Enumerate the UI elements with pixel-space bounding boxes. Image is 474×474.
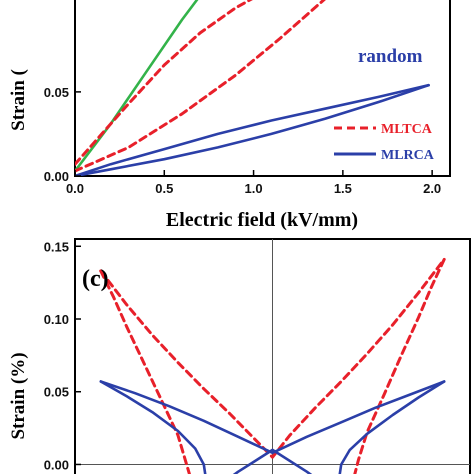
lower-y-axis-label: Strain (%)	[8, 352, 29, 439]
lower-series-layer	[75, 239, 470, 474]
lower-chart-panel: 0.00 0.05 0.10 0.15 (c) Strain (%)	[8, 238, 471, 474]
reference-upper-series-line-0	[75, 0, 199, 173]
mlrca-lower-series-line-4	[99, 380, 207, 474]
lower-y-tick-label: 0.15	[44, 239, 69, 254]
mltca-upper-series-line-2	[75, 0, 326, 173]
lower-y-ticks: 0.00 0.05 0.10 0.15	[44, 239, 81, 472]
lower-y-tick-label: 0.05	[44, 385, 69, 400]
upper-x-tick-label: 0.5	[155, 181, 173, 196]
upper-plot-frame	[74, 0, 451, 177]
upper-annotation-random: random	[358, 46, 423, 67]
upper-x-tick-label: 0.0	[66, 181, 84, 196]
lower-y-tick-label: 0.00	[44, 457, 69, 472]
mlrca-lower-series-line-3	[99, 380, 446, 455]
upper-x-axis-label: Electric field (kV/mm)	[166, 209, 358, 231]
upper-y-tick-label: 0.00	[44, 169, 69, 184]
mlrca-lower-series-line-5	[338, 380, 446, 474]
legend-label-mltca: MLTCA	[381, 122, 433, 137]
mltca-lower-series-line-0	[99, 257, 446, 459]
mlrca-lower-series-line-6	[232, 448, 313, 474]
lower-y-tick-label: 0.10	[44, 312, 69, 327]
upper-y-tick-label: 0.05	[44, 85, 69, 100]
upper-x-tick-label: 1.5	[334, 181, 352, 196]
upper-x-tick-label: 2.0	[423, 181, 441, 196]
upper-y-axis-label: Strain (	[8, 69, 29, 131]
mltca-lower-series-line-1	[99, 269, 191, 474]
upper-x-tick-label: 1.0	[245, 181, 263, 196]
mltca-lower-series-line-2	[353, 257, 446, 474]
upper-series-layer	[75, 0, 430, 176]
legend-label-mlrca: MLRCA	[381, 148, 435, 163]
upper-x-ticks: 0.0 0.5 1.0 1.5 2.0	[66, 170, 441, 196]
upper-y-ticks: 0.00 0.05	[44, 85, 81, 184]
mlrca-upper-series-line-3	[75, 83, 430, 176]
upper-chart-panel: 0.0 0.5 1.0 1.5 2.0 0.00 0.05 random MLTCA ML…	[8, 0, 451, 231]
mltca-upper-series-line-1	[75, 0, 253, 166]
lower-panel-label: (c)	[82, 266, 109, 292]
mlrca-upper-series-line-4	[75, 83, 430, 176]
